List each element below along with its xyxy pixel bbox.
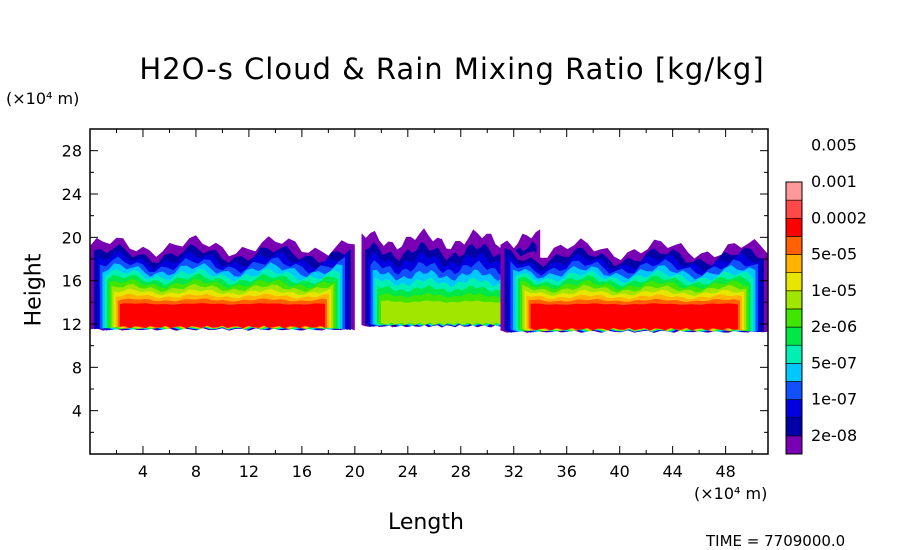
- x-tick-label: 20: [345, 462, 365, 481]
- colorbar-frame: [785, 181, 803, 455]
- colorbar-swatch: [785, 326, 803, 346]
- colorbar-label: 5e-05: [811, 245, 857, 264]
- x-tick-label: 12: [239, 462, 259, 481]
- x-tick-label: 4: [138, 462, 148, 481]
- colorbar-swatch: [785, 199, 803, 219]
- colorbar-swatch: [785, 417, 803, 437]
- x-tick-label: 40: [610, 462, 630, 481]
- colorbar-swatch: [785, 399, 803, 419]
- y-tick-label: 24: [62, 185, 82, 204]
- colorbar-swatch: [785, 290, 803, 310]
- colorbar-label: 0.005: [811, 136, 857, 155]
- colorbar-swatch: [785, 308, 803, 328]
- y-tick-label: 4: [72, 402, 82, 421]
- colorbar-label: 1e-05: [811, 281, 857, 300]
- colorbar-swatch: [785, 363, 803, 382]
- colorbar-swatch: [785, 381, 803, 400]
- colorbar-swatch: [785, 272, 803, 292]
- colorbar-label: 5e-07: [811, 353, 857, 372]
- cloud-band: [381, 300, 521, 326]
- x-tick-label: 24: [398, 462, 418, 481]
- y-axis-unit: (×10⁴ m): [6, 89, 80, 108]
- x-tick-label: 36: [557, 462, 577, 481]
- colorbar-swatch: [785, 236, 803, 255]
- y-tick-label: 8: [72, 358, 82, 377]
- colorbar-swatch: [785, 344, 803, 364]
- x-tick-label: 48: [715, 462, 735, 481]
- x-tick-label: 16: [292, 462, 312, 481]
- x-tick-label: 44: [662, 462, 682, 481]
- colorbar-label: 2e-08: [811, 426, 857, 445]
- cloud-band: [119, 303, 325, 329]
- colorbar-label: 2e-06: [811, 317, 857, 336]
- y-tick-label: 16: [62, 272, 82, 291]
- chart-title: H2O-s Cloud & Rain Mixing Ratio [kg/kg]: [139, 52, 765, 86]
- cloud-field: [90, 228, 768, 333]
- x-tick-label: 8: [191, 462, 201, 481]
- cloud-band: [530, 303, 738, 331]
- plot-frame: [89, 128, 769, 455]
- y-tick-label: 20: [62, 228, 82, 247]
- x-axis-label: Length: [388, 510, 464, 535]
- y-tick-label: 12: [62, 315, 82, 334]
- colorbar-label: 0.0002: [811, 208, 867, 227]
- colorbar-label: 1e-07: [811, 390, 857, 409]
- colorbar: 2e-08 1e-07 5e-07 2e-06 1e-05 5e-05 0.0002 0.00…: [785, 136, 867, 455]
- cloud-bands: [90, 228, 768, 333]
- x-tick-label: 32: [504, 462, 524, 481]
- colorbar-swatch: [785, 181, 803, 201]
- x-axis-unit: (×10⁴ m): [694, 484, 768, 503]
- colorbar-swatch: [785, 254, 803, 273]
- colorbar-label: 0.001: [811, 172, 857, 191]
- x-tick-label: 28: [451, 462, 471, 481]
- y-tick-label: 28: [62, 142, 82, 161]
- colorbar-swatch: [785, 435, 803, 455]
- colorbar-swatch: [785, 217, 803, 237]
